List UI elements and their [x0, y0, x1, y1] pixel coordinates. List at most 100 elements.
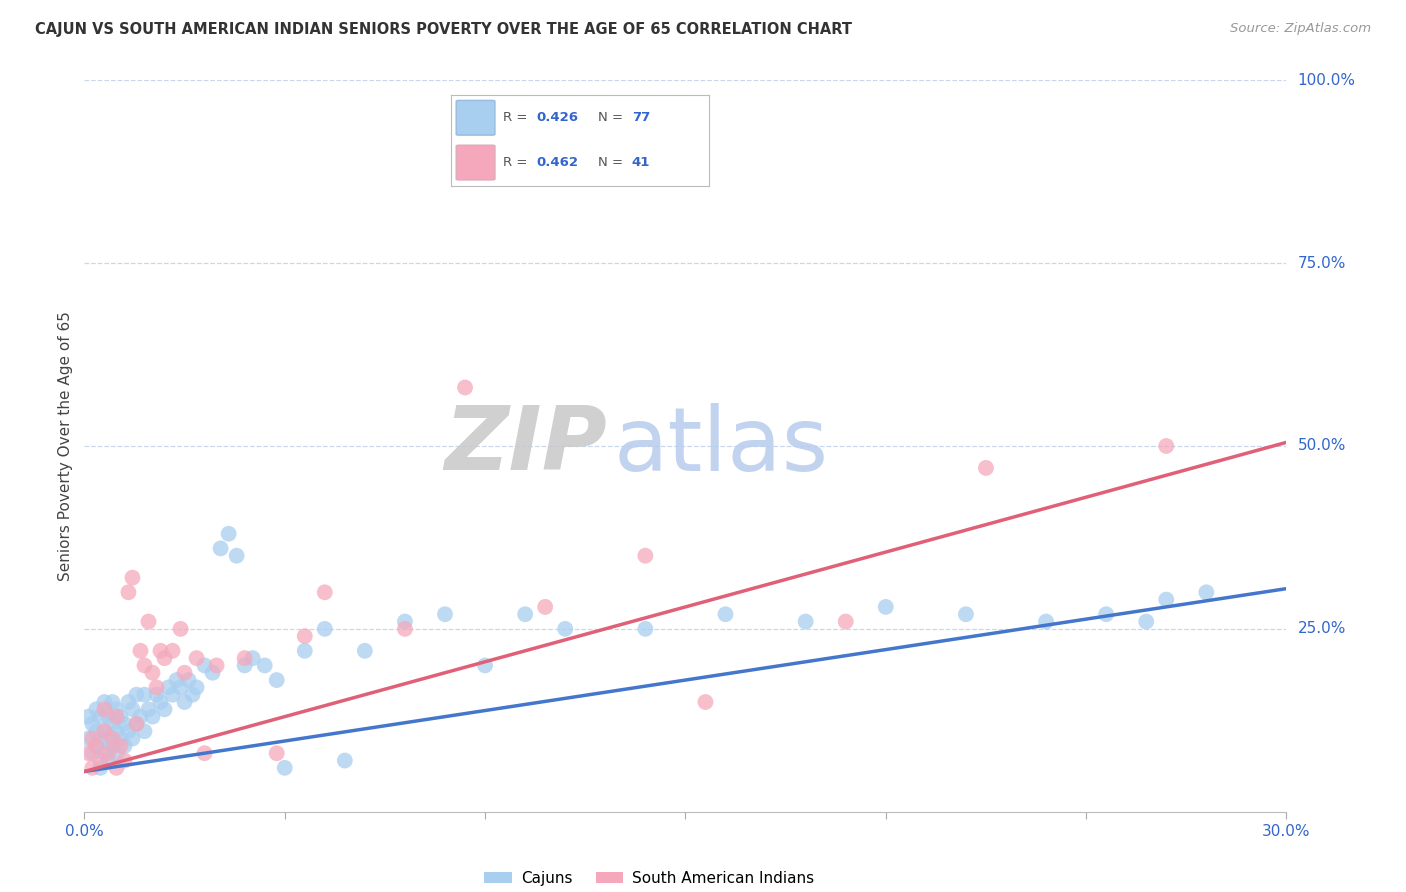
Point — [77, 746, 100, 760]
Point — [266, 673, 288, 687]
Point — [97, 754, 120, 768]
Point — [86, 702, 108, 716]
Point — [1035, 615, 1057, 629]
Point — [134, 724, 156, 739]
Point — [194, 746, 217, 760]
Point — [110, 709, 132, 723]
Point — [114, 739, 135, 753]
Point — [169, 622, 191, 636]
Point — [354, 644, 377, 658]
Point — [454, 380, 477, 394]
Point — [145, 681, 167, 695]
Point — [314, 585, 336, 599]
Point — [173, 665, 195, 680]
Point — [105, 709, 128, 723]
Point — [105, 724, 128, 739]
Point — [1195, 585, 1218, 599]
Point — [134, 658, 156, 673]
Point — [153, 651, 176, 665]
Point — [129, 644, 152, 658]
Point — [86, 724, 108, 739]
Point — [554, 622, 576, 636]
Point — [101, 717, 124, 731]
Point — [875, 599, 897, 614]
Point — [233, 658, 256, 673]
Point — [82, 717, 104, 731]
Point — [169, 681, 191, 695]
Text: 100.0%: 100.0% — [1298, 73, 1355, 87]
Point — [93, 724, 115, 739]
Point — [125, 688, 148, 702]
Point — [253, 658, 276, 673]
Point — [86, 739, 108, 753]
Point — [274, 761, 297, 775]
Point — [242, 651, 264, 665]
Point — [266, 746, 288, 760]
Point — [695, 695, 717, 709]
Point — [101, 731, 124, 746]
Point — [314, 622, 336, 636]
Point — [89, 754, 111, 768]
Point — [209, 541, 232, 556]
Point — [394, 615, 416, 629]
Point — [129, 709, 152, 723]
Point — [110, 731, 132, 746]
Point — [141, 709, 163, 723]
Point — [89, 731, 111, 746]
Point — [97, 709, 120, 723]
Point — [186, 681, 208, 695]
Point — [121, 731, 143, 746]
Point — [434, 607, 457, 622]
Point — [117, 695, 139, 709]
Point — [974, 461, 997, 475]
Point — [121, 702, 143, 716]
Point — [162, 688, 184, 702]
Point — [173, 695, 195, 709]
Text: Source: ZipAtlas.com: Source: ZipAtlas.com — [1230, 22, 1371, 36]
Text: atlas: atlas — [613, 402, 828, 490]
Point — [294, 629, 316, 643]
Point — [89, 709, 111, 723]
Point — [177, 673, 200, 687]
Point — [97, 731, 120, 746]
Point — [134, 688, 156, 702]
Point — [205, 658, 228, 673]
Point — [101, 695, 124, 709]
Point — [294, 644, 316, 658]
Point — [634, 549, 657, 563]
Point — [77, 731, 100, 746]
Point — [93, 746, 115, 760]
Point — [186, 651, 208, 665]
Point — [194, 658, 217, 673]
Point — [117, 585, 139, 599]
Point — [634, 622, 657, 636]
Point — [117, 724, 139, 739]
Text: 50.0%: 50.0% — [1298, 439, 1346, 453]
Point — [114, 717, 135, 731]
Text: 25.0%: 25.0% — [1298, 622, 1346, 636]
Point — [105, 761, 128, 775]
Point — [225, 549, 247, 563]
Point — [89, 761, 111, 775]
Point — [93, 695, 115, 709]
Point — [101, 739, 124, 753]
Point — [201, 665, 224, 680]
Point — [955, 607, 977, 622]
Text: ZIP: ZIP — [444, 402, 607, 490]
Point — [77, 709, 100, 723]
Point — [138, 702, 160, 716]
Point — [125, 717, 148, 731]
Point — [97, 746, 120, 760]
Point — [1135, 615, 1157, 629]
Point — [93, 702, 115, 716]
Text: CAJUN VS SOUTH AMERICAN INDIAN SENIORS POVERTY OVER THE AGE OF 65 CORRELATION CH: CAJUN VS SOUTH AMERICAN INDIAN SENIORS P… — [35, 22, 852, 37]
Point — [714, 607, 737, 622]
Point — [474, 658, 496, 673]
Point — [153, 702, 176, 716]
Point — [162, 644, 184, 658]
Legend: Cajuns, South American Indians: Cajuns, South American Indians — [478, 864, 821, 892]
Point — [181, 688, 204, 702]
Point — [534, 599, 557, 614]
Point — [1156, 439, 1178, 453]
Point — [105, 746, 128, 760]
